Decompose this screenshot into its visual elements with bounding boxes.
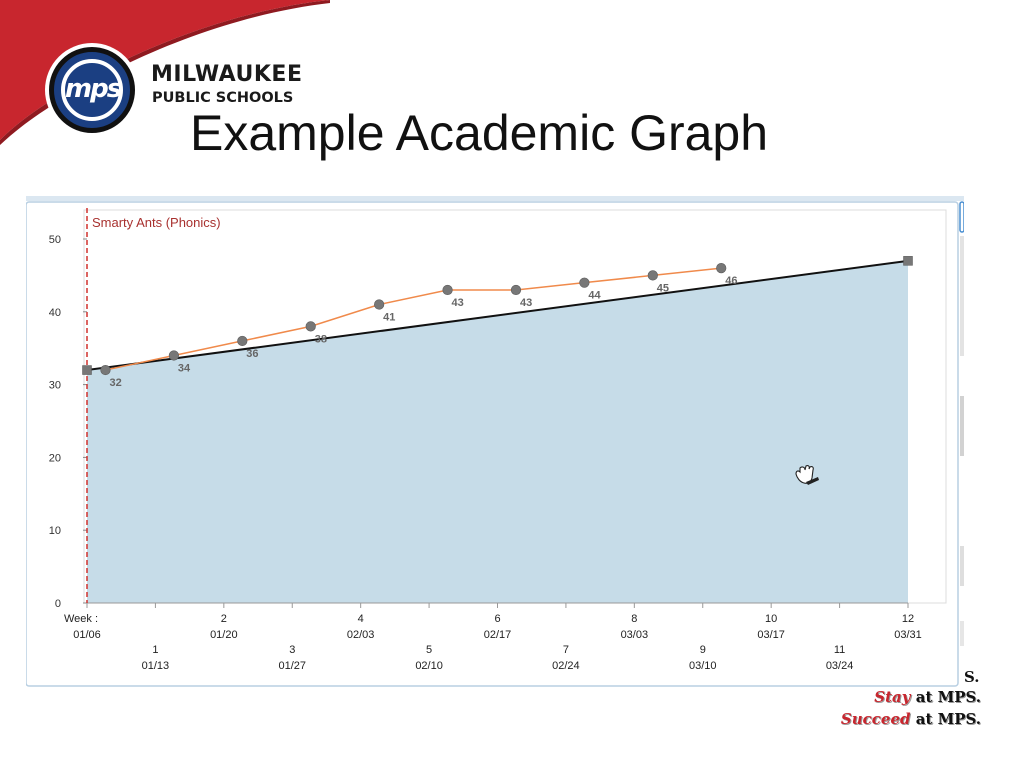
x-tick-date-label: 03/24 (826, 660, 854, 672)
tagline-succeed: Succeed at MPS. (841, 710, 981, 728)
goal-line (86, 259, 909, 372)
goal-point (82, 365, 92, 375)
x-tick-week-label: 9 (700, 644, 706, 656)
x-tick-date-label: 02/03 (347, 629, 375, 641)
score-point-label: 46 (725, 275, 737, 287)
y-tick-label: 20 (49, 452, 61, 464)
side-panel-edge-3 (960, 546, 964, 586)
x-tick-date-label: 03/03 (621, 629, 649, 641)
x-tick-week-label: 7 (563, 644, 569, 656)
slide-title: Example Academic Graph (190, 105, 769, 161)
x-tick-week-label: 10 (765, 613, 777, 625)
score-point (168, 350, 179, 361)
hand-cursor-palm (795, 465, 814, 484)
score-point (647, 270, 658, 281)
score-point (579, 277, 590, 288)
mps-logo-text: mps (61, 59, 123, 121)
score-point-label: 32 (109, 377, 121, 389)
y-tick-label: 0 (55, 598, 61, 610)
y-tick-label: 40 (49, 307, 61, 319)
hand-cursor-cuff (806, 477, 819, 485)
score-point-label: 41 (383, 312, 395, 324)
score-point (237, 335, 248, 347)
chart-frame: 0 10 20 30 40 50 Week : 01/06 1 01/13 2 01/20 3 01/27… (25, 196, 965, 688)
x-tick-week-label: 2 (221, 613, 227, 625)
red-swoosh-decoration (0, 0, 330, 145)
score-point-label: 36 (246, 348, 258, 360)
y-tick-label: 50 (49, 234, 61, 246)
score-point (510, 284, 522, 296)
tagline-stay-rest: at MPS. (915, 688, 981, 706)
tagline-stay: Stay at MPS. (874, 688, 981, 706)
x-tick-date-label: 02/24 (552, 660, 580, 672)
score-point (305, 321, 316, 332)
x-tick-week-label: 8 (631, 613, 637, 625)
org-name-line1: MILWAUKEE (151, 62, 303, 87)
x-tick-week-label: 12 (902, 613, 914, 625)
mps-logo: mps (49, 47, 135, 133)
y-tick-label: 30 (49, 380, 61, 392)
y-tick-label: 10 (49, 525, 61, 537)
academic-line-chart: 0 10 20 30 40 50 Week : 01/06 1 01/13 2 01/20 3 01/27… (25, 196, 965, 687)
score-line (105, 267, 722, 371)
x-tick-week-label: 3 (289, 644, 295, 656)
side-panel-edge-4 (960, 621, 964, 646)
x-tick-date-label: 03/10 (689, 660, 717, 672)
side-tab-edge (959, 201, 965, 233)
x-tick-week-label: 6 (494, 613, 500, 625)
panel-top-strip (26, 196, 964, 201)
x-tick-week-label: 11 (834, 644, 845, 656)
x-tick-week-label: 4 (358, 613, 364, 625)
goal-area-fill (87, 260, 908, 603)
score-point (374, 299, 385, 310)
x-tick-date-label: 01/06 (73, 629, 101, 641)
x-tick-date-label: 01/13 (142, 660, 170, 672)
score-point-label: 44 (588, 290, 601, 302)
tagline-succeed-rest: at MPS. (915, 710, 981, 728)
tagline-partial: S. (964, 668, 980, 686)
x-tick-date-label: 02/17 (484, 629, 512, 641)
x-tick-week-label: 5 (426, 644, 432, 656)
score-point (442, 284, 453, 296)
x-tick-date-label: 02/10 (415, 660, 443, 672)
hand-cursor-icon (795, 465, 819, 485)
score-point (100, 364, 111, 376)
x-tick-date-label: 03/31 (894, 629, 922, 641)
score-point (716, 263, 727, 274)
score-point-label: 38 (315, 333, 327, 345)
side-panel-edge-2 (960, 396, 964, 456)
x-tick-date-label: 01/20 (210, 629, 238, 641)
goal-point (903, 256, 913, 266)
tagline-stay-word: Stay (874, 688, 911, 706)
x-tick-date-label: 01/27 (278, 660, 306, 672)
score-point-label: 43 (452, 297, 464, 309)
x-tick-week-label: 1 (152, 644, 158, 656)
x-tick-date-label: 03/17 (757, 629, 785, 641)
score-point-label: 43 (520, 297, 532, 309)
week-axis-label: Week : (64, 613, 98, 625)
chart-title: Smarty Ants (Phonics) (92, 215, 221, 230)
score-point-label: 45 (657, 282, 669, 294)
score-point-label: 34 (178, 362, 191, 374)
tagline-succeed-word: Succeed (840, 710, 911, 728)
org-name-line2: PUBLIC SCHOOLS (152, 90, 294, 106)
side-panel-edge-1 (960, 236, 964, 356)
